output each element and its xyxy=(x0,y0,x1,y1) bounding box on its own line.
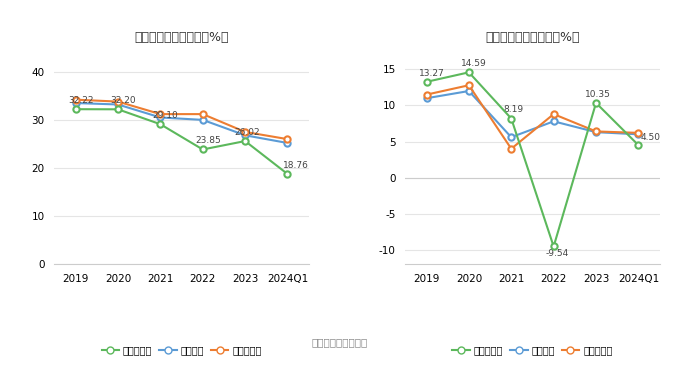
Title: 历年毛利率变化情况（%）: 历年毛利率变化情况（%） xyxy=(134,31,228,44)
Text: 8.19: 8.19 xyxy=(504,105,524,114)
Text: 32.20: 32.20 xyxy=(110,96,136,105)
Legend: 公司净利率, 行业均值, 行业中位数: 公司净利率, 行业均值, 行业中位数 xyxy=(449,341,616,359)
Text: 32.22: 32.22 xyxy=(68,96,93,105)
Text: 4.50: 4.50 xyxy=(641,133,660,142)
Text: 13.27: 13.27 xyxy=(419,69,445,77)
Text: 18.76: 18.76 xyxy=(284,161,309,170)
Legend: 公司毛利率, 行业均值, 行业中位数: 公司毛利率, 行业均值, 行业中位数 xyxy=(98,341,265,359)
Text: 23.85: 23.85 xyxy=(195,136,221,145)
Text: -9.54: -9.54 xyxy=(546,249,569,258)
Title: 历年净利率变化情况（%）: 历年净利率变化情况（%） xyxy=(486,31,580,44)
Text: 数据来源：恒生聚源: 数据来源：恒生聚源 xyxy=(312,337,368,347)
Text: 26.02: 26.02 xyxy=(235,128,260,137)
Text: 14.59: 14.59 xyxy=(461,59,487,68)
Text: 29.10: 29.10 xyxy=(153,111,178,120)
Text: 10.35: 10.35 xyxy=(585,90,611,99)
